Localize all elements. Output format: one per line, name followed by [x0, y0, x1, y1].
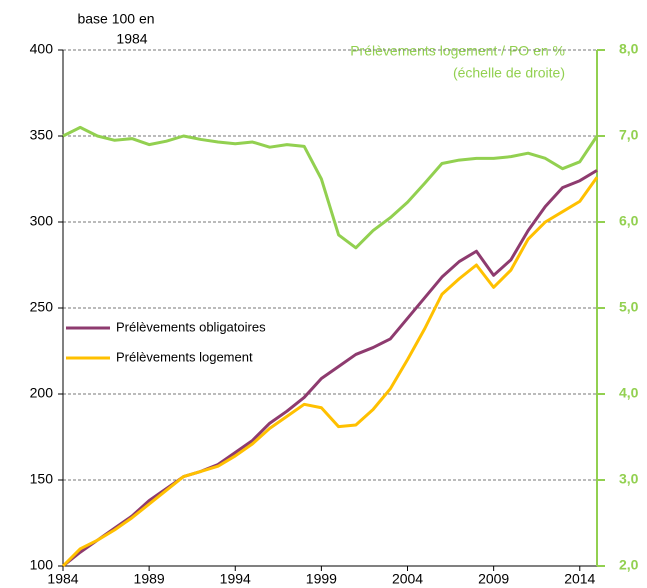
y-tick-label: 100 [30, 557, 54, 573]
x-tick-label: 2009 [478, 571, 509, 587]
y2-tick-label: 4,0 [619, 385, 639, 401]
y-tick-label: 400 [30, 41, 54, 57]
y2-tick-label: 8,0 [619, 41, 639, 57]
series-line [62, 125, 599, 250]
legend-label: Prélèvements logement [116, 349, 253, 364]
y-tick-label: 250 [30, 299, 54, 315]
y-tick-label: 300 [30, 213, 54, 229]
legend-label: Prélèvements obligatoires [116, 319, 266, 334]
x-tick-label: 2014 [564, 571, 595, 587]
y2-tick-label: 6,0 [619, 213, 639, 229]
x-tick-label: 1994 [220, 571, 251, 587]
series-line [61, 176, 599, 568]
y2-axis-label: Prélèvements logement / PO en % [350, 43, 565, 59]
x-tick-label: 2004 [392, 571, 423, 587]
x-tick-label: 1999 [306, 571, 337, 587]
y-tick-label: 200 [30, 385, 54, 401]
y2-tick-label: 5,0 [619, 299, 639, 315]
y2-tick-label: 2,0 [619, 557, 639, 573]
x-tick-label: 1984 [47, 571, 78, 587]
y2-tick-label: 7,0 [619, 127, 639, 143]
y-tick-label: 350 [30, 127, 54, 143]
y2-axis-label: (échelle de droite) [453, 65, 565, 81]
y-tick-label: 150 [30, 471, 54, 487]
y-axis-label: 1984 [116, 31, 147, 47]
y2-tick-label: 3,0 [619, 471, 639, 487]
y-axis-label: base 100 en [77, 11, 154, 27]
series-line [62, 169, 598, 568]
x-tick-label: 1989 [134, 571, 165, 587]
